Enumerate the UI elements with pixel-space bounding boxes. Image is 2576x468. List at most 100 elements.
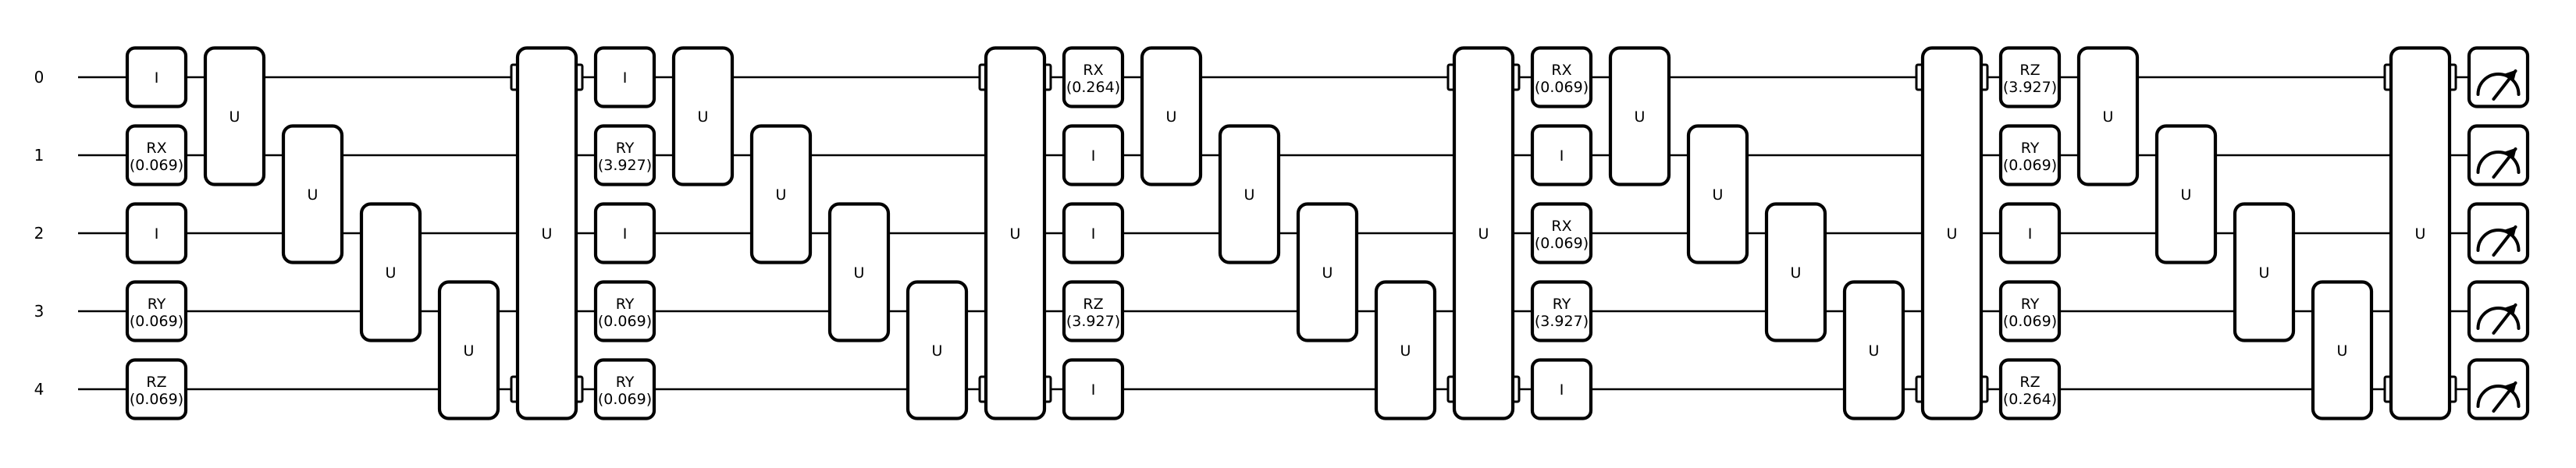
gate-param-label: (3.927) bbox=[598, 157, 652, 174]
gate-name-label: I bbox=[2028, 225, 2033, 243]
two-qubit-u-gate bbox=[2311, 280, 2374, 420]
gate-name-label: RY bbox=[1553, 296, 1571, 313]
measurement-meter-icon bbox=[2467, 358, 2530, 420]
gate-rz-box bbox=[125, 358, 188, 420]
gate-i-box bbox=[1062, 124, 1125, 186]
gate-param-label: (0.069) bbox=[2003, 313, 2057, 330]
two-qubit-u-gate bbox=[203, 46, 266, 186]
gate-name-label: RZ bbox=[2019, 374, 2040, 391]
two-qubit-u-gate bbox=[2154, 124, 2218, 264]
gate-ry-box bbox=[593, 280, 656, 342]
wire-label-2: 2 bbox=[34, 224, 44, 243]
u-gate-label: U bbox=[1869, 342, 1880, 360]
two-qubit-u-gate bbox=[437, 280, 500, 420]
u-gate-label: U bbox=[932, 342, 943, 360]
gate-param-label: (0.264) bbox=[1066, 79, 1120, 96]
two-qubit-u-gate bbox=[749, 124, 813, 264]
gate-rz-box bbox=[1998, 46, 2062, 108]
gates-layer: IRX(0.069)IRY(0.069)RZ(0.069)UUUUUIRY(3.… bbox=[125, 46, 2530, 420]
gate-i-box bbox=[593, 202, 656, 264]
gate-name-label: I bbox=[155, 69, 159, 87]
u-gate-label: U bbox=[1713, 186, 1724, 204]
gate-rx-box bbox=[1530, 202, 1593, 264]
gate-param-label: (0.069) bbox=[598, 313, 652, 330]
u-gate-label: U bbox=[1478, 225, 1489, 243]
measurement-meter-icon bbox=[2467, 202, 2530, 264]
gate-param-label: (3.927) bbox=[2003, 79, 2057, 96]
two-qubit-u-gate bbox=[281, 124, 344, 264]
u-gate-label: U bbox=[698, 108, 709, 126]
u-gate-label: U bbox=[2415, 225, 2426, 243]
wire-label-4: 4 bbox=[34, 380, 44, 399]
gate-name-label: RX bbox=[146, 140, 166, 157]
gate-param-label: (0.069) bbox=[2003, 157, 2057, 174]
multi-qubit-u-gate bbox=[515, 46, 578, 420]
u-gate-label: U bbox=[542, 225, 553, 243]
gate-name-label: RX bbox=[1551, 218, 1571, 235]
multi-qubit-u-gate bbox=[1920, 46, 1984, 420]
gate-i-box bbox=[125, 202, 188, 264]
u-gate-label: U bbox=[386, 264, 397, 282]
gate-i-box bbox=[1998, 202, 2062, 264]
multi-qubit-u-gate bbox=[1452, 46, 1515, 420]
two-qubit-u-gate bbox=[671, 46, 735, 186]
u-gate-label: U bbox=[308, 186, 318, 204]
two-qubit-u-gate bbox=[1842, 280, 1905, 420]
gate-ry-box bbox=[1998, 280, 2062, 342]
gate-i-box bbox=[1530, 124, 1593, 186]
gate-name-label: RY bbox=[2021, 140, 2040, 157]
gate-param-label: (0.264) bbox=[2003, 391, 2057, 408]
gate-i-box bbox=[1062, 358, 1125, 420]
u-gate-label: U bbox=[464, 342, 475, 360]
wire-label-0: 0 bbox=[34, 68, 44, 87]
gate-name-label: RY bbox=[148, 296, 166, 313]
gate-i-box bbox=[125, 46, 188, 108]
u-gate-label: U bbox=[1322, 264, 1333, 282]
two-qubit-u-gate bbox=[906, 280, 969, 420]
gate-name-label: I bbox=[1560, 147, 1564, 165]
u-gate-label: U bbox=[229, 108, 240, 126]
gate-rx-box bbox=[1062, 46, 1125, 108]
measurement-meter-icon bbox=[2467, 124, 2530, 186]
gate-rx-box bbox=[1530, 46, 1593, 108]
gate-ry-box bbox=[593, 124, 656, 186]
gate-rz-box bbox=[1998, 358, 2062, 420]
gate-param-label: (0.069) bbox=[1535, 235, 1589, 252]
multi-qubit-u-gate bbox=[2389, 46, 2452, 420]
u-gate-label: U bbox=[1947, 225, 1958, 243]
measurement-meter-icon bbox=[2467, 280, 2530, 342]
gate-param-label: (0.069) bbox=[130, 157, 183, 174]
gate-ry-box bbox=[1530, 280, 1593, 342]
gate-name-label: I bbox=[155, 225, 159, 243]
gate-param-label: (3.927) bbox=[1066, 313, 1120, 330]
gate-name-label: I bbox=[1091, 147, 1096, 165]
gate-rz-box bbox=[1062, 280, 1125, 342]
u-gate-label: U bbox=[2103, 108, 2114, 126]
gate-name-label: RY bbox=[2021, 296, 2040, 313]
u-gate-label: U bbox=[776, 186, 787, 204]
gate-name-label: RZ bbox=[1083, 296, 1103, 313]
u-gate-label: U bbox=[1010, 225, 1021, 243]
gate-name-label: I bbox=[1091, 381, 1096, 399]
gate-ry-box bbox=[1998, 124, 2062, 186]
two-qubit-u-gate bbox=[359, 202, 422, 342]
gate-name-label: RX bbox=[1551, 62, 1571, 79]
multi-qubit-u-gate bbox=[984, 46, 1047, 420]
two-qubit-u-gate bbox=[2233, 202, 2296, 342]
gate-name-label: RX bbox=[1083, 62, 1103, 79]
two-qubit-u-gate bbox=[2076, 46, 2140, 186]
two-qubit-u-gate bbox=[1140, 46, 1203, 186]
gate-name-label: I bbox=[623, 225, 628, 243]
gate-param-label: (0.069) bbox=[130, 313, 183, 330]
gate-i-box bbox=[1062, 202, 1125, 264]
u-gate-label: U bbox=[854, 264, 865, 282]
gate-name-label: RY bbox=[616, 296, 635, 313]
two-qubit-u-gate bbox=[1374, 280, 1437, 420]
u-gate-label: U bbox=[1244, 186, 1255, 204]
u-gate-label: U bbox=[1166, 108, 1177, 126]
gate-param-label: (3.927) bbox=[1535, 313, 1589, 330]
gate-name-label: I bbox=[623, 69, 628, 87]
two-qubit-u-gate bbox=[1764, 202, 1827, 342]
gate-ry-box bbox=[593, 358, 656, 420]
